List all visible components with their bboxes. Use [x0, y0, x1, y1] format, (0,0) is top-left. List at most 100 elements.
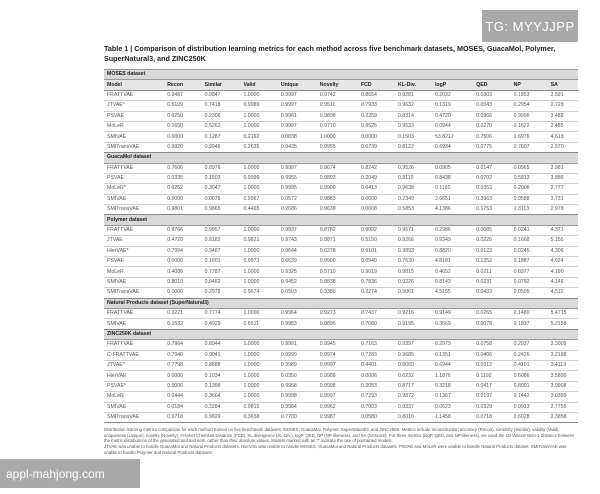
metric-cell: 0.7933	[358, 100, 395, 112]
metric-cell: 0.0739	[358, 142, 395, 154]
metric-cell: 2.981	[547, 163, 578, 174]
metric-cell: 0.7080	[358, 318, 395, 330]
metric-cell: 0.4086	[164, 266, 202, 278]
model-name: PSVAE	[104, 111, 165, 122]
metric-cell: 0.2978	[201, 287, 241, 299]
metrics-table: MOSES dataset Model Recon Similar Valid Uniqu…	[104, 68, 578, 424]
metric-cell: 0.7798	[164, 360, 202, 372]
model-name: SMITransVAE	[104, 412, 165, 424]
metric-cell: 0.0572	[277, 194, 317, 206]
metric-cell: 0.9937	[277, 225, 317, 237]
metric-cell: 0.0503	[277, 287, 317, 299]
metric-cell: 0.0838	[277, 131, 317, 143]
metric-cell: 0.0000	[358, 131, 395, 143]
metric-cell: 3.2188	[547, 350, 578, 361]
metric-cell: 0.9533	[394, 121, 432, 133]
metric-cell: 0.9019	[358, 266, 395, 278]
metric-cell: 0.2006	[510, 183, 548, 195]
metric-cell: 0.2954	[510, 100, 548, 112]
table-row: SMIVAE 0.1532 0.4929 0.6511 0.9983 0.8895 0.70…	[104, 318, 578, 330]
column-header: Unique	[277, 79, 317, 91]
metric-cell: 3.0399	[547, 391, 578, 403]
model-name: PSVAE	[104, 173, 165, 185]
column-header: FCD	[358, 79, 395, 91]
metric-cell: 0.4101	[510, 360, 548, 372]
metric-cell: 0.7003	[358, 402, 395, 413]
metric-cell: 0.9742	[316, 90, 359, 102]
metric-cell: 0.7774	[201, 308, 241, 320]
metric-cell: 0.7293	[358, 391, 395, 403]
metric-cell: 1.0000	[240, 121, 278, 133]
metric-cell: 4.618	[547, 131, 578, 143]
metric-cell: 0.0965	[510, 163, 548, 174]
model-name: PSVAE*	[104, 381, 165, 393]
table-row: JTVAE 0.4720 0.8182 0.9821 0.9743 0.8871 0.515…	[104, 235, 578, 247]
model-name: C-FRATTVAE	[104, 350, 165, 361]
metric-cell: 1.0000	[240, 246, 278, 258]
metric-cell: 0.8143	[431, 277, 474, 289]
metric-cell: 0.0417	[473, 381, 511, 393]
metric-cell: 0.0006	[358, 370, 395, 382]
metric-cell: 3.731	[547, 194, 578, 206]
metric-cell: 0.4465	[240, 204, 278, 216]
metric-cell: 0.9638	[394, 183, 432, 195]
metric-cell: 0.0184	[164, 402, 202, 413]
metric-cell: 0.9325	[277, 266, 317, 278]
metric-cell: 0.2986	[431, 225, 474, 237]
metric-cell: 0.9766	[164, 225, 202, 237]
metric-cell: 0.9997	[277, 90, 317, 102]
metric-cell: 0.0043	[473, 100, 511, 112]
metric-cell: 0.1853	[510, 90, 548, 102]
metric-cell: 1.0000	[240, 225, 278, 237]
metric-cell: 1.0000	[240, 370, 278, 382]
metric-cell: 0.0265	[473, 308, 511, 320]
metric-cell: 0.1503	[394, 131, 432, 143]
metric-cell: 0.9957	[201, 225, 241, 237]
metric-cell: 0.0940	[358, 256, 395, 268]
metric-cell: 0.9266	[394, 235, 432, 247]
model-name: JTVAE*	[104, 100, 165, 112]
metric-cell: 0.7283	[358, 350, 395, 361]
metric-cell: 0.3221	[164, 308, 202, 320]
metric-cell: 0.7606	[164, 163, 202, 174]
metric-cell: 0.9829	[201, 412, 241, 424]
metric-cell: 0.9898	[316, 111, 359, 122]
metric-cell: 1.3113	[510, 204, 548, 216]
metric-cell: 0.9920	[164, 142, 202, 154]
model-name: PSVAE	[104, 256, 165, 268]
metric-cell: 0.9998	[316, 381, 359, 393]
metric-cell: 4.1386	[431, 204, 474, 216]
metric-cell: 0.9989	[277, 360, 317, 372]
metric-cell: 0.1398	[201, 381, 241, 393]
metric-cell: 0.0000	[164, 131, 202, 143]
metric-cell: 0.5150	[358, 235, 395, 247]
metric-cell: 1.6976	[510, 131, 548, 143]
metric-cell: 1.0000	[240, 391, 278, 403]
metric-cell: 0.2306	[201, 111, 241, 122]
section-title: MOSES dataset	[104, 68, 578, 81]
metric-cell: 0.7994	[164, 246, 202, 258]
metric-cell: 0.7418	[201, 100, 241, 112]
table-row: FRATTVAE 0.3221 0.7774 1.0000 0.9964 0.9273 0.…	[104, 308, 578, 320]
metric-cell: 0.0433	[473, 287, 511, 299]
metric-cell: 0.6278	[316, 246, 359, 258]
metric-cell: 0.0580	[358, 412, 395, 424]
table-row: SMIVAE 0.0000 0.0675 0.9967 0.0572 0.9883 0.00…	[104, 194, 578, 206]
metric-cell: 0.9961	[277, 111, 317, 122]
metric-cell: 1.0000	[240, 277, 278, 289]
metric-cell: 0.1352	[473, 256, 511, 268]
metric-cell: 0.9273	[316, 308, 359, 320]
metric-cell: 0.9995	[277, 183, 317, 195]
metric-cell: 0.9710	[316, 121, 359, 133]
metric-cell: 0.1753	[473, 204, 511, 216]
table-row: SMIVAE 0.0184 0.3284 0.9815 0.9984 0.9962 0.70…	[104, 402, 578, 413]
metric-cell: 0.9997	[316, 360, 359, 372]
metric-cell: 0.0406	[473, 350, 511, 361]
metric-cell: 0.0211	[473, 266, 511, 278]
metric-cell: 0.5710	[316, 266, 359, 278]
metric-cell: 0.0250	[164, 111, 202, 122]
metric-cell: 2.3858	[547, 412, 578, 424]
metric-cell: 0.1319	[431, 100, 474, 112]
metric-cell: 3.886	[547, 173, 578, 185]
model-name: HierVAE	[104, 370, 165, 382]
